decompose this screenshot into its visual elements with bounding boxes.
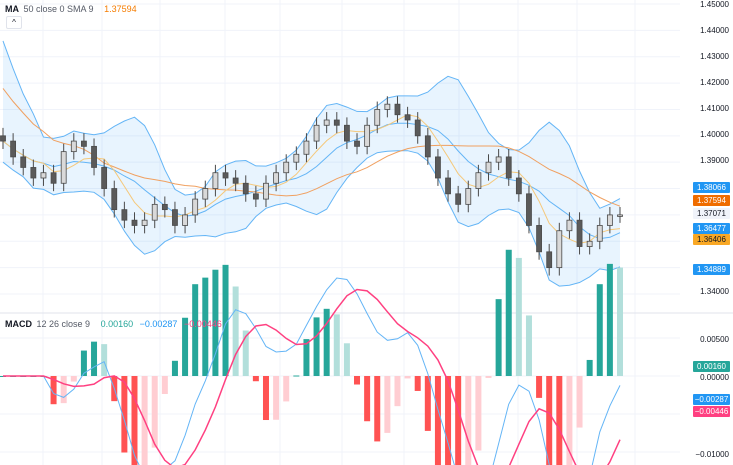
macd-legend-macd: −0.00287 [139,319,178,329]
ma-legend-params: 50 close 0 SMA 9 [23,4,94,14]
bb-basis-badge: 1.36477 [693,223,730,234]
last-price-badge: 1.37071 [693,208,730,219]
price-tick: 1.42000 [700,78,729,87]
macd-legend-params: 12 26 close 9 [36,319,91,329]
ma-short-badge: 1.36406 [693,234,730,245]
ma-legend[interactable]: MA 50 close 0 SMA 9 1.37594 [5,4,137,14]
macd-tick: −0.01000 [695,450,729,459]
price-tick: 1.45000 [700,0,729,9]
macd-legend[interactable]: MACD 12 26 close 9 0.00160 −0.00287 −0.0… [5,319,222,329]
bb-upper-badge: 1.38066 [693,182,730,193]
ma-legend-name: MA [5,4,19,14]
price-tick: 1.43000 [700,52,729,61]
macd-legend-name: MACD [5,319,32,329]
price-tick: 1.34000 [700,287,729,296]
price-tick: 1.41000 [700,104,729,113]
ma50-badge: 1.37594 [693,195,730,206]
collapse-legend-button[interactable]: ^ [6,16,22,29]
macd-tick: 0.00500 [700,335,729,344]
histogram-badge: 0.00160 [693,361,730,372]
bb-lower-badge: 1.34889 [693,264,730,275]
macd-legend-signal: −0.00446 [183,319,222,329]
price-tick: 1.44000 [700,26,729,35]
macd-legend-histogram: 0.00160 [100,319,134,329]
chevron-up-icon: ^ [12,18,16,27]
price-tick: 1.39000 [700,156,729,165]
signal-badge: −0.00446 [693,406,730,417]
macd-badge: −0.00287 [693,394,730,405]
price-tick: 1.40000 [700,130,729,139]
macd-tick: 0.00000 [700,373,729,382]
ma-legend-value: 1.37594 [104,4,137,14]
